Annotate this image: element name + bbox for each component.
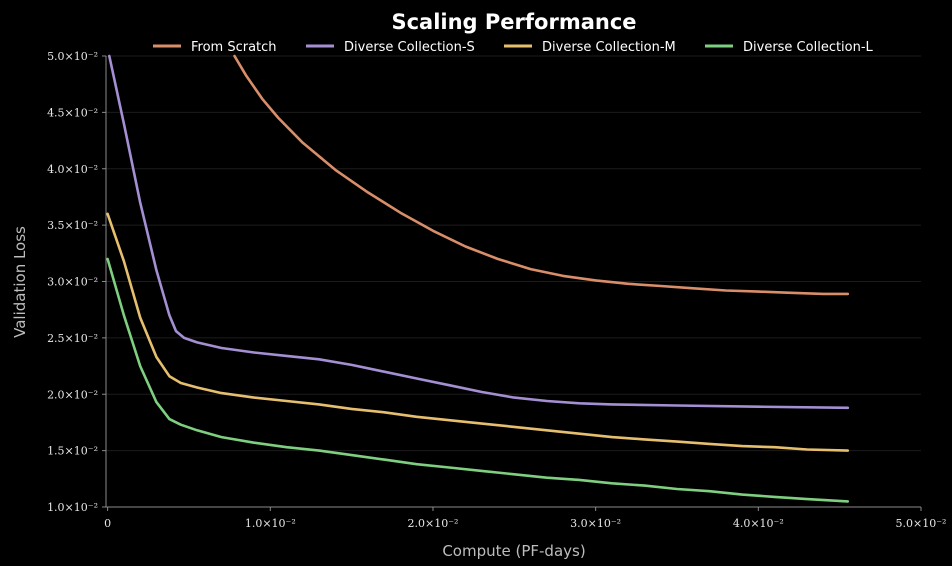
legend: From Scratch Diverse Collection-S Diverse … bbox=[153, 40, 874, 55]
legend-label-from-scratch: From Scratch bbox=[191, 40, 277, 55]
y-tick-label: 4.0×10⁻² bbox=[47, 163, 98, 176]
y-tick-label: 2.0×10⁻² bbox=[47, 388, 98, 401]
x-tick-label: 5.0×10⁻² bbox=[896, 517, 947, 530]
y-axis-label: Validation Loss bbox=[11, 226, 29, 338]
chart-title: Scaling Performance bbox=[391, 10, 636, 34]
legend-label-diverse-collection-m: Diverse Collection-M bbox=[542, 40, 676, 55]
series-lines bbox=[106, 54, 850, 503]
y-tick-label: 5.0×10⁻² bbox=[47, 50, 98, 63]
y-tick-labels: 1.0×10⁻² 1.5×10⁻² 2.0×10⁻² 2.5×10⁻² 3.0×10⁻²… bbox=[47, 50, 106, 514]
y-tick-label: 2.5×10⁻² bbox=[47, 332, 98, 345]
series-line-diverse-collection-l bbox=[106, 257, 850, 503]
x-tick-label: 2.0×10⁻² bbox=[408, 517, 459, 530]
x-tick-label: 3.0×10⁻² bbox=[570, 517, 621, 530]
series-line-diverse-collection-s bbox=[108, 54, 850, 410]
legend-label-diverse-collection-s: Diverse Collection-S bbox=[344, 40, 475, 55]
x-tick-label: 4.0×10⁻² bbox=[733, 517, 784, 530]
y-tick-label: 1.0×10⁻² bbox=[47, 501, 98, 514]
x-tick-labels: 0 1.0×10⁻² 2.0×10⁻² 3.0×10⁻² 4.0×10⁻² 5.0×10⁻… bbox=[104, 507, 946, 530]
x-axis-label: Compute (PF-days) bbox=[442, 542, 585, 560]
series-line-from-scratch bbox=[233, 54, 850, 296]
y-tick-label: 3.5×10⁻² bbox=[47, 219, 98, 232]
y-tick-label: 1.5×10⁻² bbox=[47, 445, 98, 458]
series-line-diverse-collection-m bbox=[106, 212, 850, 452]
y-tick-label: 3.0×10⁻² bbox=[47, 276, 98, 289]
x-tick-label: 1.0×10⁻² bbox=[245, 517, 296, 530]
y-tick-label: 4.5×10⁻² bbox=[47, 106, 98, 119]
x-tick-label: 0 bbox=[104, 517, 111, 530]
legend-label-diverse-collection-l: Diverse Collection-L bbox=[743, 40, 874, 55]
